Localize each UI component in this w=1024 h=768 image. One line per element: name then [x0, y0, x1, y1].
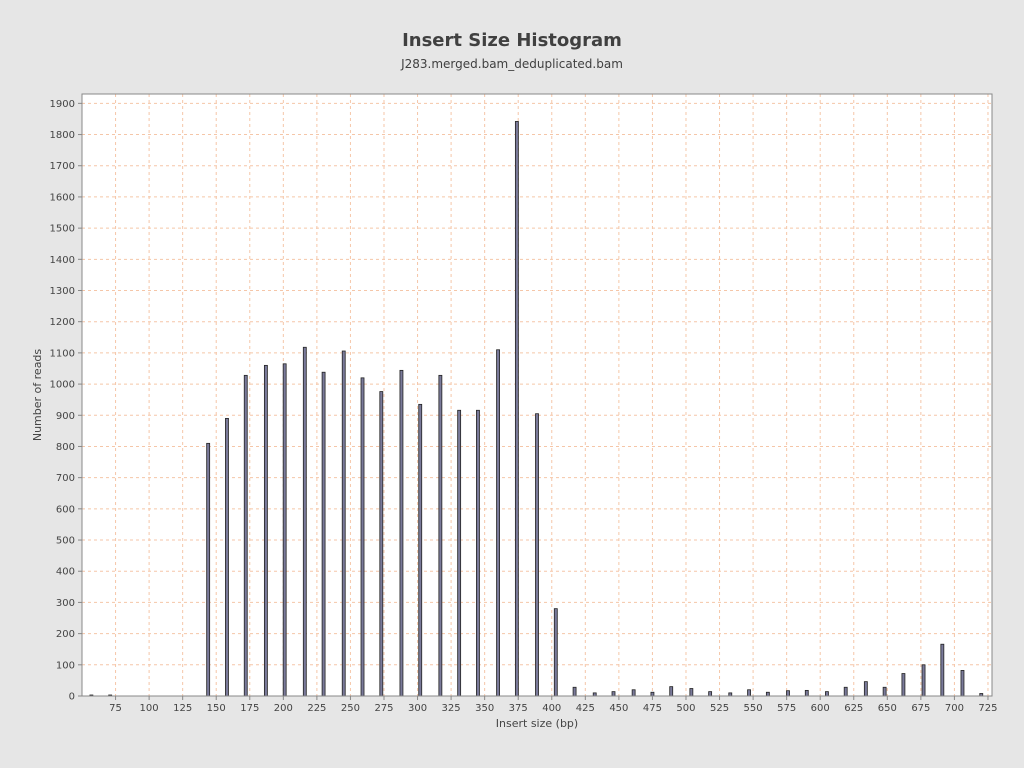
- histogram-bar: [457, 409, 462, 697]
- histogram-bar: [282, 363, 287, 697]
- y-tick-label: 1000: [50, 380, 75, 391]
- histogram-bar: [225, 417, 229, 697]
- histogram-bar: [901, 673, 906, 697]
- histogram-bar: [418, 403, 423, 697]
- y-tick-label: 1400: [50, 255, 75, 266]
- histogram-bar: [341, 350, 346, 697]
- y-tick-label: 1300: [50, 286, 75, 297]
- histogram-bar: [611, 691, 616, 697]
- x-tick-label: 250: [341, 703, 360, 714]
- y-tick-label: 0: [69, 692, 75, 703]
- x-tick-label: 500: [676, 703, 695, 714]
- y-tick-label: 500: [56, 536, 75, 547]
- x-tick-label: 375: [509, 703, 528, 714]
- y-tick-label: 200: [56, 629, 75, 640]
- y-tick-label: 1200: [50, 317, 75, 328]
- histogram-bar: [804, 689, 809, 697]
- histogram-bar: [650, 691, 655, 697]
- x-tick-label: 350: [475, 703, 494, 714]
- x-tick-label: 150: [207, 703, 226, 714]
- x-tick-label: 550: [744, 703, 763, 714]
- y-tick-label: 700: [56, 473, 75, 484]
- x-tick-label: 450: [609, 703, 628, 714]
- histogram-bar: [786, 690, 790, 697]
- histogram-bar: [825, 691, 829, 697]
- x-tick-label: 425: [576, 703, 595, 714]
- y-tick-label: 300: [56, 598, 75, 609]
- x-tick-label: 125: [173, 703, 192, 714]
- histogram-bar: [379, 391, 384, 697]
- y-tick-label: 1900: [50, 99, 75, 110]
- histogram-bar: [708, 691, 713, 697]
- histogram-bar: [669, 686, 674, 697]
- y-tick-label: 800: [56, 442, 75, 453]
- histogram-bar: [514, 121, 519, 697]
- y-tick-label: 400: [56, 567, 75, 578]
- histogram-bar: [263, 364, 268, 697]
- y-tick-label: 1800: [50, 130, 75, 141]
- x-tick-label: 725: [978, 703, 997, 714]
- x-tick-label: 325: [442, 703, 461, 714]
- x-tick-label: 475: [643, 703, 662, 714]
- histogram-bar: [399, 369, 404, 697]
- histogram-bar: [496, 349, 500, 697]
- y-tick-label: 900: [56, 411, 75, 422]
- x-tick-label: 525: [710, 703, 729, 714]
- histogram-bar: [843, 686, 848, 697]
- x-tick-label: 575: [777, 703, 796, 714]
- y-tick-label: 600: [56, 504, 75, 515]
- histogram-bar: [302, 346, 307, 697]
- histogram-bar: [765, 691, 770, 697]
- y-tick-label: 100: [56, 660, 75, 671]
- y-tick-label: 1100: [50, 348, 75, 359]
- histogram-bar: [553, 608, 558, 697]
- plot-border: [81, 93, 993, 697]
- x-tick-label: 400: [542, 703, 561, 714]
- histogram-bar: [689, 688, 694, 697]
- x-tick-label: 175: [240, 703, 259, 714]
- x-tick-label: 675: [911, 703, 930, 714]
- x-tick-label: 100: [140, 703, 159, 714]
- x-tick-label: 650: [878, 703, 897, 714]
- x-tick-label: 625: [844, 703, 863, 714]
- x-axis-title: Insert size (bp): [496, 717, 578, 730]
- histogram-bar: [940, 643, 945, 697]
- histogram-bar: [438, 374, 443, 697]
- x-tick-label: 600: [811, 703, 830, 714]
- histogram-bar: [960, 670, 965, 697]
- y-tick-label: 1600: [50, 192, 75, 203]
- x-tick-label: 700: [945, 703, 964, 714]
- histogram-bar: [243, 374, 248, 697]
- x-tick-label: 225: [307, 703, 326, 714]
- chart-subtitle: J283.merged.bam_deduplicated.bam: [401, 57, 623, 71]
- histogram-bar: [863, 681, 868, 697]
- histogram-bar: [476, 409, 480, 697]
- x-tick-label: 300: [408, 703, 427, 714]
- histogram-bar: [747, 689, 751, 697]
- x-tick-label: 75: [109, 703, 122, 714]
- histogram-bar: [206, 442, 211, 697]
- y-tick-label: 1500: [50, 224, 75, 235]
- histogram-bar: [535, 413, 539, 697]
- histogram-bar: [572, 686, 577, 697]
- x-tick-label: 275: [374, 703, 393, 714]
- y-axis-title: Number of reads: [31, 349, 44, 442]
- x-tick-label: 200: [274, 703, 293, 714]
- y-tick-label: 1700: [50, 161, 75, 172]
- histogram-bar: [360, 377, 365, 697]
- histogram-bar: [882, 686, 887, 697]
- histogram-bar: [921, 664, 926, 697]
- chart-title: Insert Size Histogram: [402, 30, 622, 51]
- histogram-bar: [321, 371, 326, 697]
- histogram-bar: [631, 689, 636, 697]
